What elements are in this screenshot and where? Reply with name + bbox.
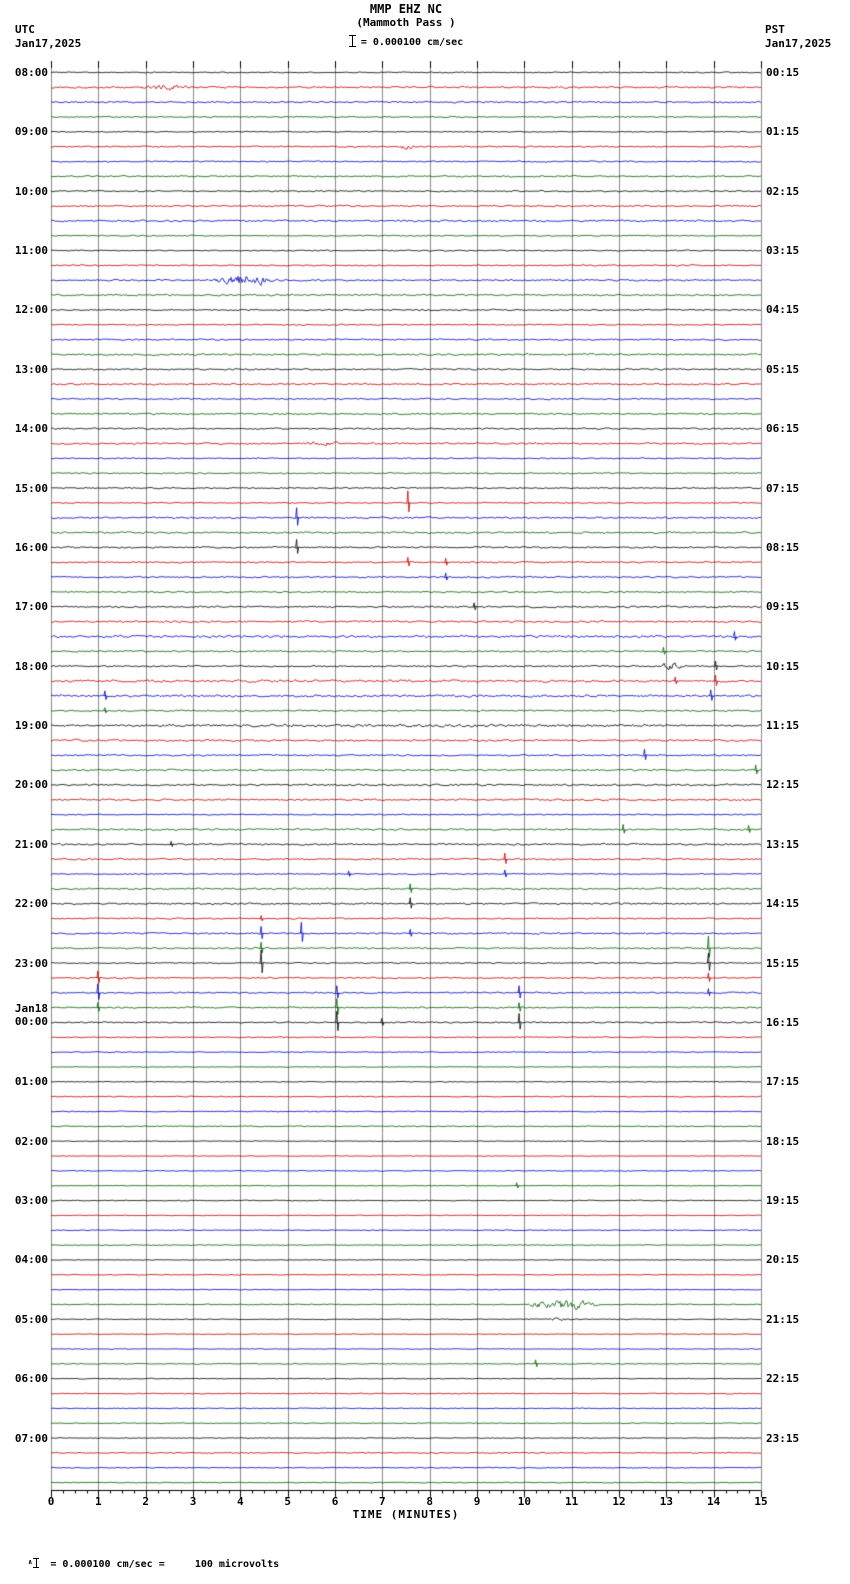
scale-text: = 0.000100 cm/sec: [360, 37, 464, 48]
station-title: MMP EHZ NC: [369, 2, 443, 16]
pst-date-label: Jan17,2025: [765, 37, 832, 50]
station-header: MMP EHZ NC (Mammoth Pass ) = 0.000100 cm…: [51, 2, 761, 48]
x-axis-title: TIME (MINUTES): [352, 1508, 460, 1521]
utc-date-label: Jan17,2025: [15, 37, 82, 50]
scale-indicator: = 0.000100 cm/sec: [51, 35, 761, 48]
pst-timezone-label: PST: [765, 23, 785, 36]
calibration-text: = 0.000100 cm/sec = 100 microvolts: [44, 1559, 280, 1570]
utc-header: UTC Jan17,2025: [15, 23, 81, 51]
calibration-footer: ∧ = 0.000100 cm/sec = 100 microvolts: [4, 1547, 279, 1581]
station-subtitle: (Mammoth Pass ): [356, 16, 456, 29]
scale-ibeam-icon: [348, 35, 356, 47]
calibration-ibeam-icon: [33, 1558, 40, 1568]
pst-header: PST Jan17,2025: [765, 23, 831, 51]
utc-timezone-label: UTC: [15, 23, 35, 36]
amplitude-caret-icon: ∧: [28, 1558, 33, 1566]
